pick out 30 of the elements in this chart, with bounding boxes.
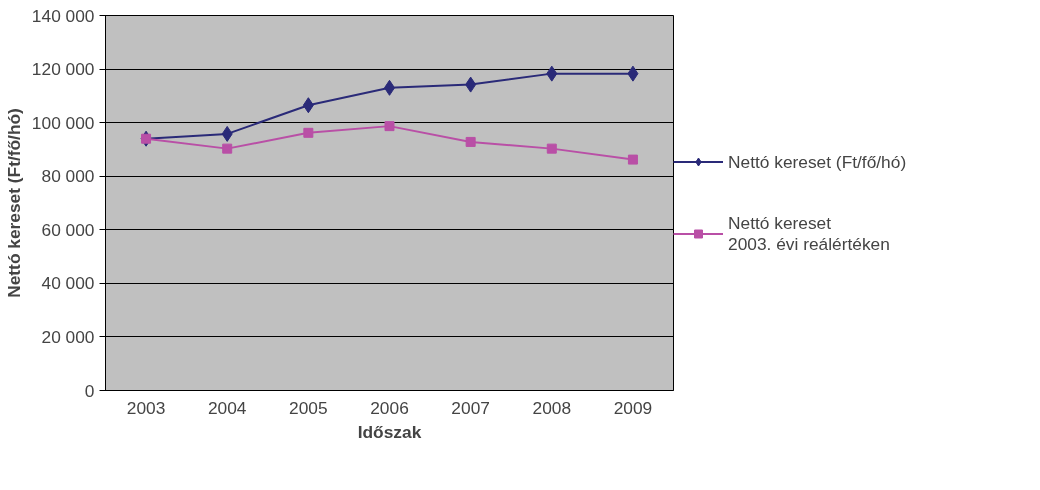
- x-tick-label: 2008: [532, 397, 572, 418]
- point: [303, 127, 314, 138]
- y-tick-label: 100 000: [31, 112, 95, 133]
- legend-label: Nettó kereset 2003. évi reálértéken: [728, 212, 890, 254]
- point: [221, 125, 233, 142]
- x-tick-label: 2009: [613, 397, 653, 418]
- x-tick-label: 2006: [370, 397, 409, 418]
- point: [222, 143, 233, 154]
- point: [465, 136, 476, 147]
- point: [546, 65, 558, 82]
- point: [627, 154, 638, 165]
- y-tick-label: 40 000: [41, 273, 95, 294]
- legend-label: Nettó kereset (Ft/fő/hó): [728, 151, 907, 172]
- y-tick-label: 140 000: [31, 5, 95, 26]
- y-tick-label: 20 000: [41, 326, 95, 347]
- x-tick-label: 2007: [451, 397, 490, 418]
- point: [546, 143, 557, 154]
- y-tick-label: 60 000: [41, 219, 95, 240]
- y-tick-label: 80 000: [41, 166, 95, 187]
- point: [302, 97, 314, 114]
- y-axis-title: Nettó kereset (Ft/fő/hó): [3, 108, 24, 298]
- x-tick-label: 2003: [126, 397, 166, 418]
- x-axis-title: Időszak: [357, 421, 422, 442]
- point: [627, 65, 639, 82]
- y-tick-label: 120 000: [31, 59, 95, 80]
- point: [384, 121, 395, 132]
- point: [465, 76, 477, 93]
- x-tick-label: 2005: [289, 397, 328, 418]
- x-tick-label: 2004: [207, 397, 247, 418]
- y-tick-label: 0: [84, 380, 95, 401]
